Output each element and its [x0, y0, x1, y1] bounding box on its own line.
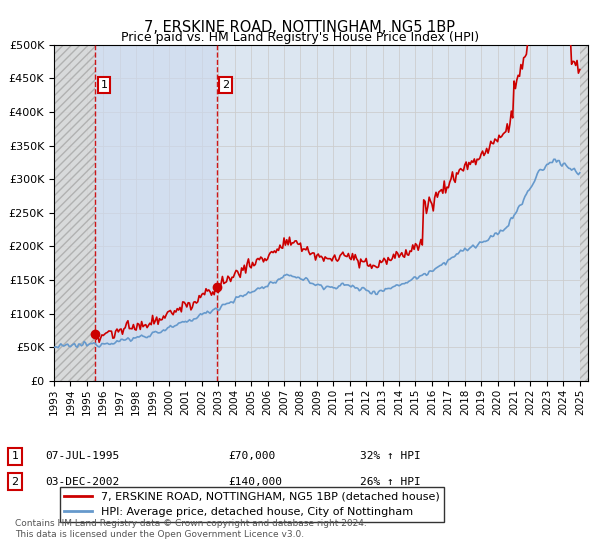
Bar: [95, 45, 217, 381]
Text: Price paid vs. HM Land Registry's House Price Index (HPI): Price paid vs. HM Land Registry's House …: [121, 31, 479, 44]
Bar: [54, 45, 95, 381]
Text: 2: 2: [11, 477, 19, 487]
Text: 1: 1: [11, 451, 19, 461]
Text: 07-JUL-1995: 07-JUL-1995: [45, 451, 119, 461]
Text: 1: 1: [100, 80, 107, 90]
Text: £140,000: £140,000: [228, 477, 282, 487]
Bar: [580, 45, 588, 381]
Legend: 7, ERSKINE ROAD, NOTTINGHAM, NG5 1BP (detached house), HPI: Average price, detac: 7, ERSKINE ROAD, NOTTINGHAM, NG5 1BP (de…: [59, 487, 444, 521]
Text: Contains HM Land Registry data © Crown copyright and database right 2024.
This d: Contains HM Land Registry data © Crown c…: [15, 520, 367, 539]
Text: 32% ↑ HPI: 32% ↑ HPI: [360, 451, 421, 461]
Text: 7, ERSKINE ROAD, NOTTINGHAM, NG5 1BP: 7, ERSKINE ROAD, NOTTINGHAM, NG5 1BP: [145, 20, 455, 35]
Text: 26% ↑ HPI: 26% ↑ HPI: [360, 477, 421, 487]
Text: 2: 2: [222, 80, 229, 90]
Text: £70,000: £70,000: [228, 451, 275, 461]
Text: 03-DEC-2002: 03-DEC-2002: [45, 477, 119, 487]
